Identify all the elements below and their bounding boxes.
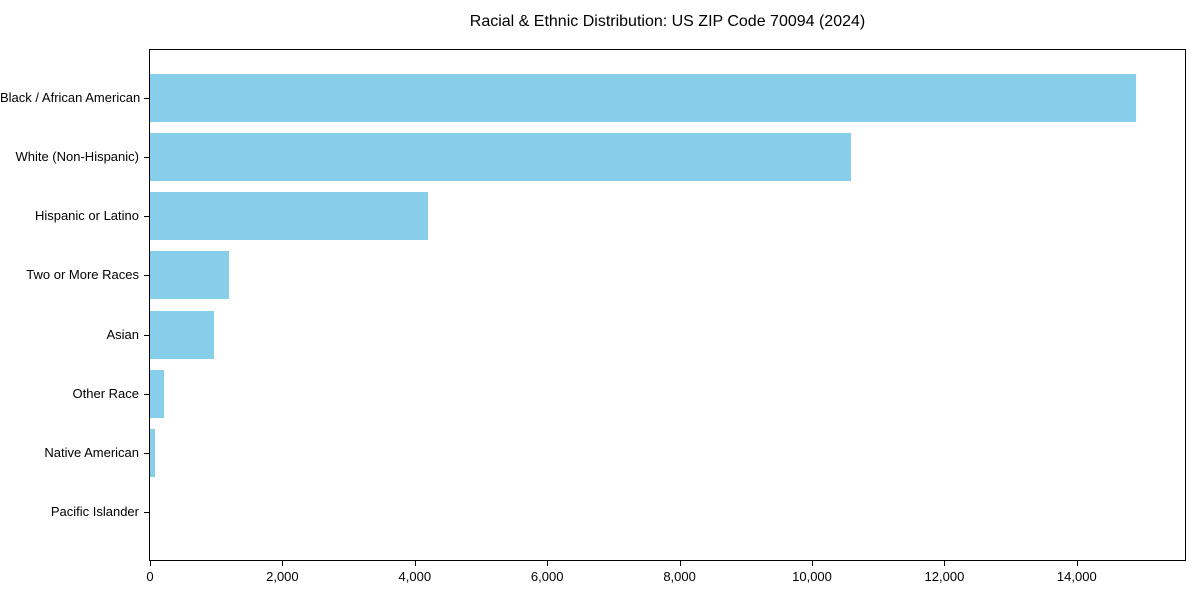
y-axis-label: Native American [44,444,139,460]
x-tick-mark [944,561,946,566]
x-tick-mark [812,561,814,566]
plot-area [149,49,1186,561]
x-tick-label: 10,000 [792,569,832,584]
y-tick-mark [144,216,149,218]
y-tick-mark [144,334,149,336]
x-tick-label: 2,000 [266,569,299,584]
bar [150,428,156,477]
x-tick-mark [282,561,284,566]
y-tick-mark [144,512,149,513]
y-axis-label: Black / African American [0,90,141,105]
bar [150,133,852,182]
y-tick-mark [144,157,149,159]
x-tick-label: 12,000 [924,569,965,584]
y-axis-label: Pacific Islander [50,504,139,519]
x-tick-label: 14,000 [1056,569,1097,584]
y-axis-label: Two or More Races [26,267,139,283]
bar [150,310,214,359]
x-tick-label: 0 [146,569,154,584]
bar [150,192,429,241]
y-tick-mark [144,98,149,99]
y-axis-label: Asian [106,326,139,342]
x-tick-mark [414,561,416,566]
y-axis-label: Other Race [72,385,139,401]
x-tick-label: 8,000 [663,569,696,584]
x-tick-mark [1076,561,1078,566]
x-tick-mark [150,561,151,566]
bar [150,74,1136,122]
y-tick-mark [144,393,149,395]
x-tick-mark [547,561,549,566]
y-tick-mark [144,452,149,454]
chart-title: Racial & Ethnic Distribution: US ZIP Cod… [469,13,866,30]
x-tick-label: 4,000 [398,569,432,584]
y-axis-label: White (Non-Hispanic) [15,149,139,165]
x-tick-mark [679,561,681,566]
bar [150,369,164,418]
y-tick-mark [144,275,149,277]
y-axis-label: Hispanic or Latino [34,208,139,224]
bar [150,251,230,300]
x-tick-label: 6,000 [530,569,564,584]
